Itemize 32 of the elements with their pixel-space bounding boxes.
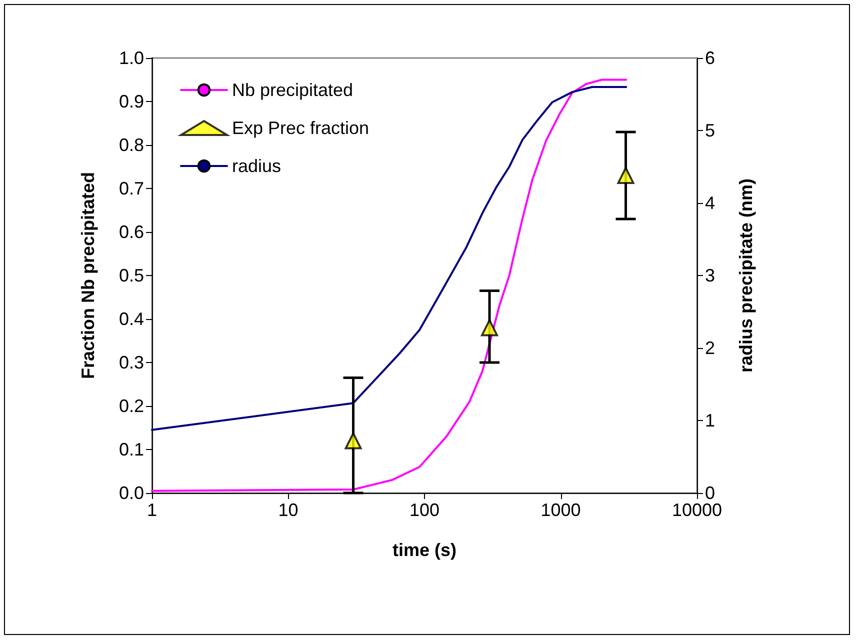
- y-tick-label: 0.0: [118, 483, 144, 503]
- y2-axis-title: radius precipitate (nm): [736, 178, 756, 373]
- point: [481, 319, 498, 336]
- y-tick-label: 0.1: [118, 440, 144, 460]
- y-tick-label: 1.0: [118, 48, 144, 68]
- y2-tick-label: 1: [705, 410, 716, 430]
- point: [617, 166, 634, 184]
- point: [344, 432, 362, 450]
- y-tick-label: 0.9: [118, 92, 144, 112]
- y2-tick-label: 2: [705, 338, 716, 358]
- y2-tick-label: 6: [705, 48, 716, 68]
- y-tick-label: 0.8: [118, 135, 144, 155]
- y-tick-label: 0.2: [118, 396, 144, 416]
- x-tick-label: 1: [146, 500, 158, 520]
- legend-label: Nb precipitated: [232, 80, 354, 100]
- y-tick-label: 0.7: [118, 178, 144, 198]
- legend-label: Exp Prec fraction: [232, 118, 370, 138]
- y2-tick-label: 3: [705, 266, 716, 286]
- x-tick-label: 10000: [672, 500, 722, 520]
- y2-tick-label: 4: [705, 193, 716, 213]
- x-tick-label: 100: [409, 500, 440, 520]
- x-axis-title: time (s): [392, 540, 457, 560]
- y2-tick-label: 0: [705, 483, 716, 503]
- x-tick-label: 10: [278, 500, 298, 520]
- y2-tick-label: 5: [705, 120, 716, 140]
- legend-label: radius: [232, 156, 282, 176]
- y-axis-title: Fraction Nb precipitated: [78, 172, 98, 380]
- y-tick-label: 0.5: [118, 266, 144, 286]
- y-tick-label: 0.3: [118, 352, 144, 372]
- y-tick-label: 0.4: [118, 309, 144, 329]
- y-tick-label: 0.6: [118, 222, 144, 242]
- x-tick-label: 1000: [540, 500, 581, 520]
